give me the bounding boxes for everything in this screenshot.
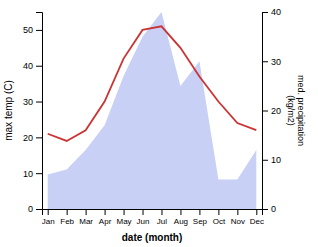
- tick: Nov: [231, 209, 245, 226]
- tick-label: 10: [271, 155, 281, 165]
- tick-mark: [237, 209, 238, 215]
- tick-mark: [218, 209, 219, 215]
- tick: 0: [262, 204, 276, 214]
- tick: 40: [262, 7, 281, 17]
- tick-mark: [143, 209, 144, 215]
- tick: 30: [23, 97, 42, 107]
- tick: 10: [262, 155, 281, 165]
- chart: Jan Feb Mar Apr May Jun Jul Aug Sep Oct Nov Dec 0 10 2…: [0, 0, 318, 247]
- tick-label: Jan: [42, 217, 55, 226]
- x-axis-title: date (month): [122, 232, 183, 243]
- tick-label: Jul: [157, 217, 167, 226]
- tick-label: 40: [23, 61, 33, 71]
- tick: Apr: [99, 209, 112, 226]
- tick-mark: [36, 30, 42, 31]
- tick: 20: [262, 106, 281, 116]
- tick-label: Feb: [60, 217, 74, 226]
- tick-label: 30: [23, 97, 33, 107]
- tick: 10: [23, 169, 42, 179]
- marks: [48, 12, 257, 209]
- axis-line: [43, 210, 263, 216]
- tick-mark: [105, 209, 106, 215]
- tick: 40: [23, 61, 42, 71]
- tick: Jan: [42, 209, 55, 226]
- tick: Aug: [174, 209, 188, 226]
- tick: Jun: [137, 209, 150, 226]
- tick-mark: [124, 209, 125, 215]
- tick-label: Dec: [250, 217, 264, 226]
- tick-label: 30: [271, 57, 281, 67]
- tick: 50: [23, 25, 42, 35]
- axis-line: [36, 13, 43, 210]
- tick-mark: [256, 209, 257, 215]
- y2-axis: 0 10 20 30 40: [262, 7, 281, 214]
- tick-label: 20: [23, 133, 33, 143]
- tick-mark: [36, 137, 42, 138]
- tick-label: 50: [23, 25, 33, 35]
- tick-label: Oct: [213, 217, 226, 226]
- tick-label: May: [116, 217, 131, 226]
- tick-label: 0: [271, 204, 276, 214]
- tick: Mar: [79, 209, 93, 226]
- tick-mark: [67, 209, 68, 215]
- tick: 20: [23, 133, 42, 143]
- tick-label: 20: [271, 106, 281, 116]
- tick: 0: [28, 204, 42, 214]
- y-axis-title: max temp (C): [3, 80, 14, 141]
- tick: Jul: [157, 209, 167, 226]
- tick-mark: [36, 102, 42, 103]
- tick-label: Mar: [79, 217, 93, 226]
- area: [48, 12, 257, 209]
- x-axis: Jan Feb Mar Apr May Jun Jul Aug Sep Oct Nov Dec: [42, 209, 264, 226]
- tick-mark: [199, 209, 200, 215]
- tick-mark: [161, 209, 162, 215]
- tick-label: Aug: [174, 217, 188, 226]
- tick: May: [116, 209, 131, 226]
- plot: Jan Feb Mar Apr May Jun Jul Aug Sep Oct Nov Dec 0 10 2…: [23, 7, 281, 225]
- tick-label: Jun: [137, 217, 150, 226]
- tick-label: Nov: [231, 217, 245, 226]
- tick-label: 10: [23, 169, 33, 179]
- tick: Oct: [213, 209, 226, 226]
- tick-label: 0: [28, 204, 33, 214]
- tick-mark: [262, 209, 268, 210]
- tick-mark: [86, 209, 87, 215]
- tick-mark: [36, 173, 42, 174]
- tick-mark: [262, 61, 268, 62]
- tick-label: Apr: [99, 217, 112, 226]
- tick: 30: [262, 57, 281, 67]
- line: [48, 26, 257, 141]
- tick-label: 40: [271, 7, 281, 17]
- tick-mark: [36, 209, 42, 210]
- tick-mark: [48, 209, 49, 215]
- tick-mark: [262, 111, 268, 112]
- tick: Feb: [60, 209, 74, 226]
- axis-line: [263, 13, 269, 210]
- tick-mark: [180, 209, 181, 215]
- tick: Dec: [250, 209, 264, 226]
- y2-axis-title: med. precipitation(kg/m2): [286, 75, 306, 146]
- tick-label: Sep: [193, 217, 208, 226]
- tick: Sep: [193, 209, 208, 226]
- tick-mark: [262, 160, 268, 161]
- tick-mark: [36, 66, 42, 67]
- y-axis: 0 10 20 30 40 50: [23, 13, 43, 215]
- tick-mark: [262, 12, 268, 13]
